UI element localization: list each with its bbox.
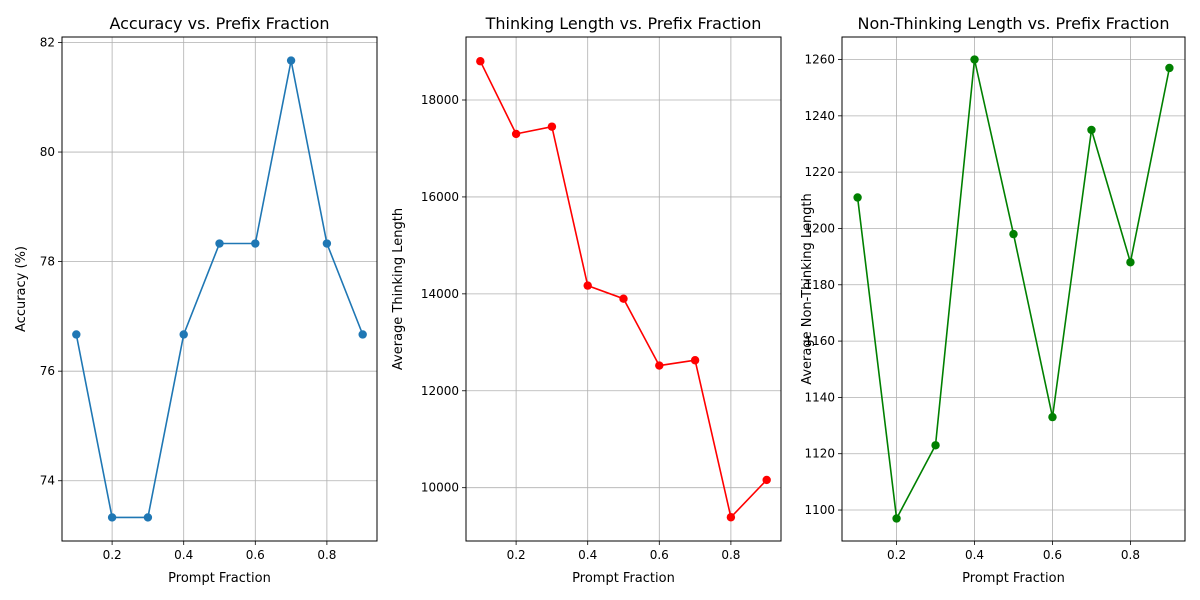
data-point [1087,125,1096,135]
data-point [892,514,901,523]
plot-frame [465,36,782,542]
data-point [853,193,862,202]
data-point [107,513,117,522]
y-tick-label: 76 [40,364,55,378]
series-line [75,60,364,519]
x-tick-label: 0.6 [650,548,669,562]
series-line [856,59,1171,522]
x-axis-label: Prompt Fraction [168,571,271,586]
data-point [726,513,736,522]
y-tick-label: 12000 [421,384,459,398]
x-tick-label: 0.4 [578,548,597,562]
x-tick-label: 0.2 [103,548,122,562]
y-tick-label: 1200 [804,221,835,235]
x-tick-label: 0.6 [246,548,265,562]
y-axis-label: Average Non-Thinking Length [800,193,815,385]
x-tick-label: 0.8 [317,548,336,562]
x-tick-label: 0.6 [1043,548,1062,562]
data-point [970,55,979,64]
x-tick-label: 0.8 [721,548,740,562]
data-point [511,129,521,139]
y-tick-label: 78 [40,255,55,269]
y-tick-label: 80 [40,145,55,159]
data-point [251,239,260,248]
data-point [358,330,367,339]
y-tick-label: 1140 [804,390,835,404]
data-point [1009,229,1018,239]
data-point [476,57,485,66]
chart-panel-1: 0.2 0.4 0.6 0.8 74 76 78 80 82 Accuracy vs. Prefi… [14,14,378,586]
series-line [479,60,768,519]
data-point [762,475,771,485]
y-axis-label: Average Thinking Length [391,208,406,370]
y-tick-label: 82 [40,35,55,49]
data-point [1165,63,1174,73]
y-tick-label: 1220 [804,165,835,179]
y-tick-label: 1120 [804,447,835,461]
y-tick-label: 1160 [804,334,835,348]
data-point [322,239,332,248]
y-tick-label: 1180 [804,278,835,292]
data-point [1126,258,1135,267]
data-point [655,361,664,370]
y-tick-label: 10000 [421,481,459,495]
y-tick-label: 14000 [421,287,459,301]
y-tick-label: 16000 [421,190,459,204]
data-point [547,122,557,131]
data-point [1048,412,1057,422]
chart-title: Non-Thinking Length vs. Prefix Fraction [858,14,1170,33]
data-point [619,294,628,303]
y-tick-label: 74 [40,474,55,488]
x-tick-label: 0.2 [507,548,526,562]
x-axis-label: Prompt Fraction [572,571,675,586]
data-point [286,56,296,65]
y-tick-label: 18000 [421,93,459,107]
chart-panel-3: 0.2 0.4 0.6 0.8 1100 1120 1140 1160 1180 1200 1220… [800,14,1186,586]
data-point [583,281,592,290]
plot-frame [841,36,1186,542]
y-tick-label: 1100 [804,503,835,517]
chart-panel-2: 0.2 0.4 0.6 0.8 10000 12000 14000 16000 18000 Thi… [391,14,782,586]
plot-frame [61,36,378,542]
chart-title: Thinking Length vs. Prefix Fraction [485,14,762,33]
data-point [179,330,188,339]
x-tick-label: 0.8 [1121,548,1140,562]
data-point [143,513,153,522]
y-tick-label: 1240 [804,109,835,123]
x-axis-label: Prompt Fraction [962,571,1065,586]
data-point [215,239,224,248]
x-tick-label: 0.4 [174,548,193,562]
x-tick-label: 0.2 [887,548,906,562]
data-point [690,356,700,365]
y-tick-label: 1260 [804,53,835,67]
x-tick-label: 0.4 [965,548,984,562]
chart-title: Accuracy vs. Prefix Fraction [109,14,329,33]
y-axis-label: Accuracy (%) [14,246,29,332]
data-point [72,330,81,339]
data-point [931,441,940,450]
